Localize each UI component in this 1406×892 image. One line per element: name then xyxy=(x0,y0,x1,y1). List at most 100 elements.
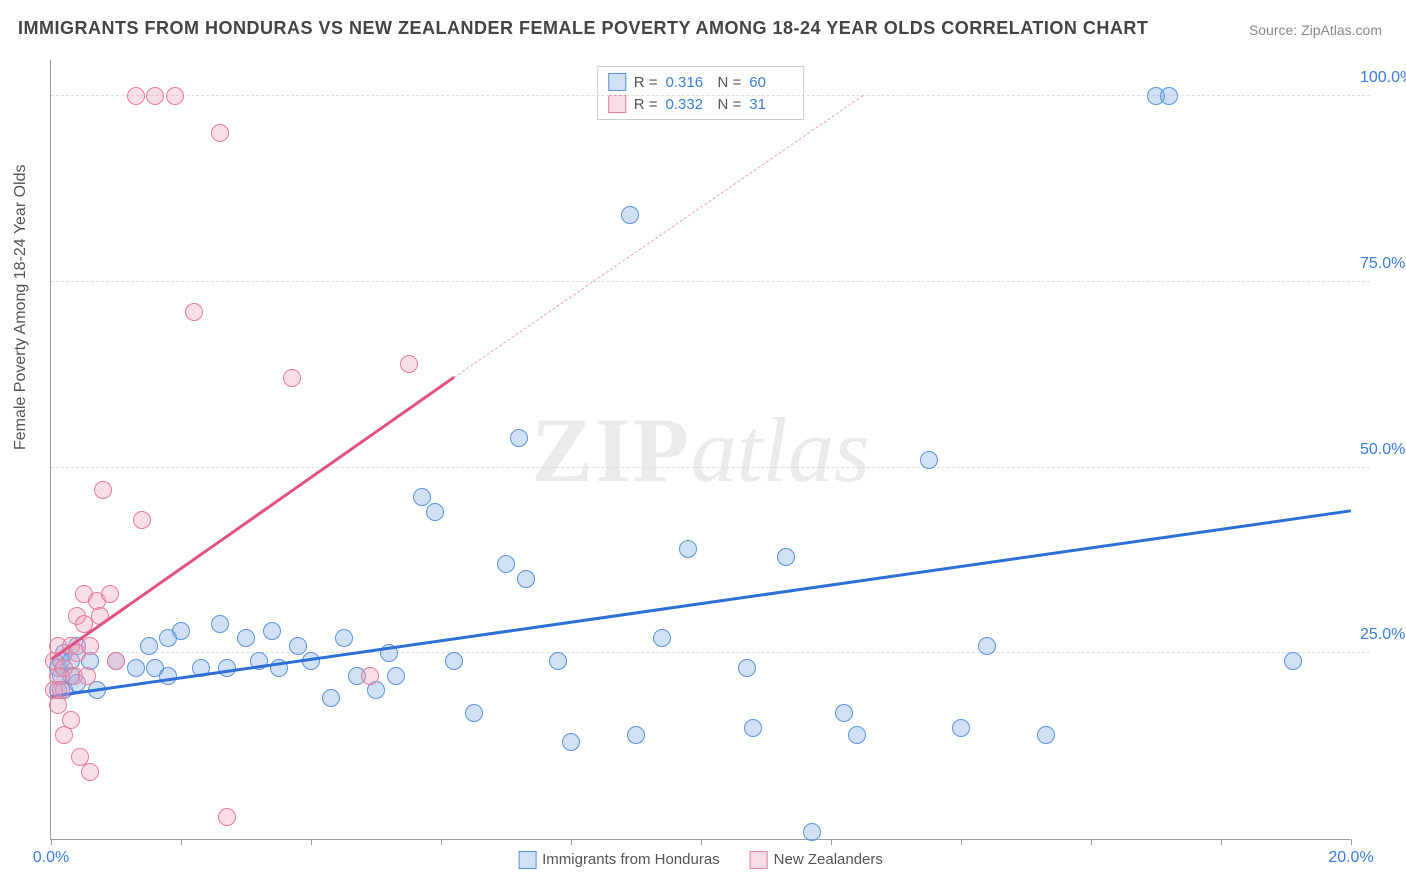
watermark: ZIPatlas xyxy=(531,397,869,503)
stat-n-value: 31 xyxy=(749,96,793,113)
data-point xyxy=(127,659,145,677)
legend-swatch xyxy=(608,73,626,91)
data-point xyxy=(52,681,70,699)
data-point xyxy=(283,369,301,387)
data-point xyxy=(166,87,184,105)
data-point xyxy=(133,511,151,529)
stat-r-label: R = xyxy=(634,96,658,113)
data-point xyxy=(978,637,996,655)
x-tick xyxy=(181,839,182,845)
data-point xyxy=(1037,726,1055,744)
data-point xyxy=(445,652,463,670)
data-point xyxy=(426,503,444,521)
x-tick xyxy=(961,839,962,845)
plot-area: ZIPatlas R =0.316N =60R =0.332N =31 Immi… xyxy=(50,60,1350,840)
x-tick-label: 20.0% xyxy=(1328,849,1373,867)
trend-line xyxy=(454,95,864,378)
data-point xyxy=(94,481,112,499)
data-point xyxy=(848,726,866,744)
y-tick-label: 75.0% xyxy=(1360,255,1406,273)
data-point xyxy=(517,570,535,588)
y-axis-label: Female Poverty Among 18-24 Year Olds xyxy=(12,165,30,451)
legend-label: Immigrants from Honduras xyxy=(542,851,720,868)
gridline xyxy=(51,281,1370,282)
y-tick-label: 25.0% xyxy=(1360,626,1406,644)
data-point xyxy=(1160,87,1178,105)
stat-row: R = 0.332 N = 31 xyxy=(608,93,794,115)
data-point xyxy=(322,689,340,707)
data-point xyxy=(679,540,697,558)
data-point xyxy=(413,488,431,506)
data-point xyxy=(218,808,236,826)
stat-r-value: 0.332 xyxy=(666,96,710,113)
stat-r-value: 0.316 xyxy=(666,74,710,91)
data-point xyxy=(211,124,229,142)
y-tick-label: 100.0% xyxy=(1360,69,1406,87)
data-point xyxy=(738,659,756,677)
legend-swatch xyxy=(518,851,536,869)
data-point xyxy=(237,629,255,647)
stat-n-label: N = xyxy=(718,96,742,113)
data-point xyxy=(62,711,80,729)
data-point xyxy=(211,615,229,633)
gridline xyxy=(51,652,1370,653)
data-point xyxy=(159,667,177,685)
stat-r-label: R = xyxy=(634,74,658,91)
stat-n-value: 60 xyxy=(749,74,793,91)
data-point xyxy=(1284,652,1302,670)
data-point xyxy=(621,206,639,224)
data-point xyxy=(78,667,96,685)
x-tick xyxy=(831,839,832,845)
data-point xyxy=(172,622,190,640)
data-point xyxy=(127,87,145,105)
x-tick xyxy=(701,839,702,845)
correlation-stats-box: R = 0.316 N = 60 R = 0.332 N = 31 xyxy=(597,66,805,120)
x-tick xyxy=(1351,839,1352,845)
trend-line xyxy=(51,510,1351,698)
x-tick xyxy=(51,839,52,845)
data-point xyxy=(627,726,645,744)
data-point xyxy=(549,652,567,670)
x-tick-label: 0.0% xyxy=(33,849,69,867)
data-point xyxy=(952,719,970,737)
data-point xyxy=(387,667,405,685)
x-tick xyxy=(1221,839,1222,845)
legend-swatch xyxy=(608,95,626,113)
x-tick xyxy=(441,839,442,845)
data-point xyxy=(803,823,821,841)
bottom-legend: Immigrants from Honduras New Zealanders xyxy=(518,851,883,869)
data-point xyxy=(361,667,379,685)
trend-line xyxy=(50,376,454,660)
data-point xyxy=(335,629,353,647)
chart-title: IMMIGRANTS FROM HONDURAS VS NEW ZEALANDE… xyxy=(18,18,1148,39)
legend-label: New Zealanders xyxy=(774,851,883,868)
legend-item: New Zealanders xyxy=(750,851,883,869)
data-point xyxy=(465,704,483,722)
data-point xyxy=(101,585,119,603)
gridline xyxy=(51,467,1370,468)
x-tick xyxy=(571,839,572,845)
data-point xyxy=(510,429,528,447)
data-point xyxy=(562,733,580,751)
legend-swatch xyxy=(750,851,768,869)
data-point xyxy=(653,629,671,647)
x-tick xyxy=(1091,839,1092,845)
legend-item: Immigrants from Honduras xyxy=(518,851,720,869)
data-point xyxy=(185,303,203,321)
stat-n-label: N = xyxy=(718,74,742,91)
y-tick-label: 50.0% xyxy=(1360,441,1406,459)
data-point xyxy=(497,555,515,573)
data-point xyxy=(140,637,158,655)
data-point xyxy=(263,622,281,640)
data-point xyxy=(289,637,307,655)
data-point xyxy=(777,548,795,566)
data-point xyxy=(744,719,762,737)
source-attribution: Source: ZipAtlas.com xyxy=(1249,22,1382,38)
x-tick xyxy=(311,839,312,845)
stat-row: R = 0.316 N = 60 xyxy=(608,71,794,93)
data-point xyxy=(835,704,853,722)
data-point xyxy=(81,763,99,781)
data-point xyxy=(400,355,418,373)
data-point xyxy=(920,451,938,469)
data-point xyxy=(107,652,125,670)
